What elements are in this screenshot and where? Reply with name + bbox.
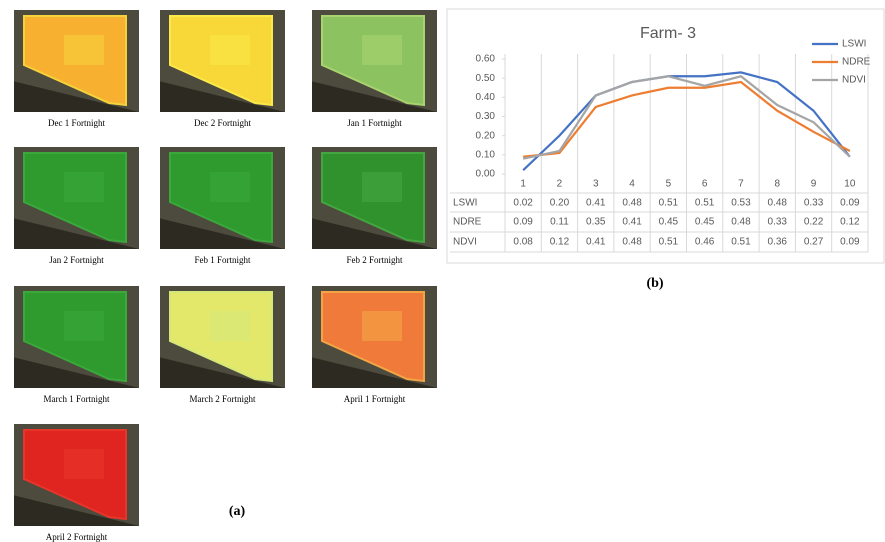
table-cell: 0.09 [513, 217, 533, 228]
table-cell: 0.41 [622, 217, 642, 228]
y-tick-label: 0.60 [476, 54, 496, 65]
field-patch [64, 35, 104, 65]
y-tick-label: 0.40 [476, 92, 496, 103]
table-cell: 0.36 [768, 237, 788, 248]
field-patch [210, 35, 250, 65]
x-tick-label: 8 [774, 179, 780, 190]
table-cell: 0.22 [804, 217, 824, 228]
x-tick-label: 1 [520, 179, 526, 190]
field-patch [362, 172, 402, 202]
table-cell: 0.09 [840, 237, 860, 248]
legend-label: LSWI [842, 39, 866, 50]
table-cell: 0.12 [550, 237, 570, 248]
table-cell: 0.09 [840, 198, 860, 209]
table-cell: 0.51 [731, 237, 751, 248]
table-cell: 0.45 [695, 217, 715, 228]
thumbnail-caption: March 1 Fortnight [44, 394, 110, 404]
table-cell: 0.41 [586, 237, 606, 248]
thumbnail-caption: Dec 1 Fortnight [48, 118, 105, 128]
table-cell: 0.12 [840, 217, 860, 228]
field-patch [362, 35, 402, 65]
legend-label: NDRE [842, 57, 871, 68]
chart-title: Farm- 3 [640, 25, 696, 42]
thumbnail-caption: Feb 2 Fortnight [346, 255, 403, 265]
x-tick-label: 9 [811, 179, 817, 190]
table-cell: 0.48 [622, 237, 642, 248]
thumbnail-caption: Dec 2 Fortnight [194, 118, 251, 128]
table-cell: 0.48 [731, 217, 751, 228]
field-patch [64, 172, 104, 202]
thumbnail-caption: April 1 Fortnight [344, 394, 406, 404]
x-tick-label: 2 [557, 179, 563, 190]
table-row-label: NDVI [453, 237, 477, 248]
y-tick-label: 0.50 [476, 73, 496, 84]
thumbnail-caption: Jan 2 Fortnight [49, 255, 104, 265]
table-row-label: LSWI [453, 198, 477, 209]
panel-label: (a) [229, 504, 246, 519]
thumbnail-caption: Feb 1 Fortnight [194, 255, 251, 265]
table-cell: 0.45 [659, 217, 679, 228]
panel-label: (b) [646, 276, 663, 291]
x-tick-label: 3 [593, 179, 599, 190]
table-cell: 0.51 [659, 237, 679, 248]
thumbnail-caption: April 2 Fortnight [46, 532, 108, 542]
table-cell: 0.46 [695, 237, 715, 248]
y-tick-label: 0.00 [476, 169, 496, 180]
x-tick-label: 4 [629, 179, 635, 190]
table-cell: 0.48 [622, 198, 642, 209]
figure: Farm- 3 (a) (b) Dec 1 Fortnight Dec 2 For… [0, 0, 885, 542]
x-tick-label: 6 [702, 179, 708, 190]
field-patch [64, 449, 104, 479]
thumbnail-caption: March 2 Fortnight [190, 394, 256, 404]
y-tick-label: 0.20 [476, 130, 496, 141]
table-cell: 0.11 [550, 217, 569, 228]
table-cell: 0.02 [513, 198, 533, 209]
table-cell: 0.51 [659, 198, 679, 209]
table-cell: 0.51 [695, 198, 715, 209]
table-row-label: NDRE [453, 217, 482, 228]
y-tick-label: 0.10 [476, 149, 496, 160]
field-patch [362, 311, 402, 341]
table-cell: 0.33 [768, 217, 788, 228]
table-cell: 0.20 [550, 198, 570, 209]
table-cell: 0.08 [513, 237, 533, 248]
y-tick-label: 0.30 [476, 111, 496, 122]
field-patch [64, 311, 104, 341]
table-cell: 0.33 [804, 198, 824, 209]
x-tick-label: 7 [738, 179, 744, 190]
table-cell: 0.53 [731, 198, 751, 209]
table-cell: 0.27 [804, 237, 824, 248]
field-patch [210, 311, 250, 341]
table-cell: 0.35 [586, 217, 606, 228]
x-tick-label: 5 [666, 179, 672, 190]
table-cell: 0.41 [586, 198, 606, 209]
field-patch [210, 172, 250, 202]
x-tick-label: 10 [844, 179, 856, 190]
legend-label: NDVI [842, 75, 866, 86]
table-cell: 0.48 [768, 198, 788, 209]
thumbnail-caption: Jan 1 Fortnight [347, 118, 402, 128]
